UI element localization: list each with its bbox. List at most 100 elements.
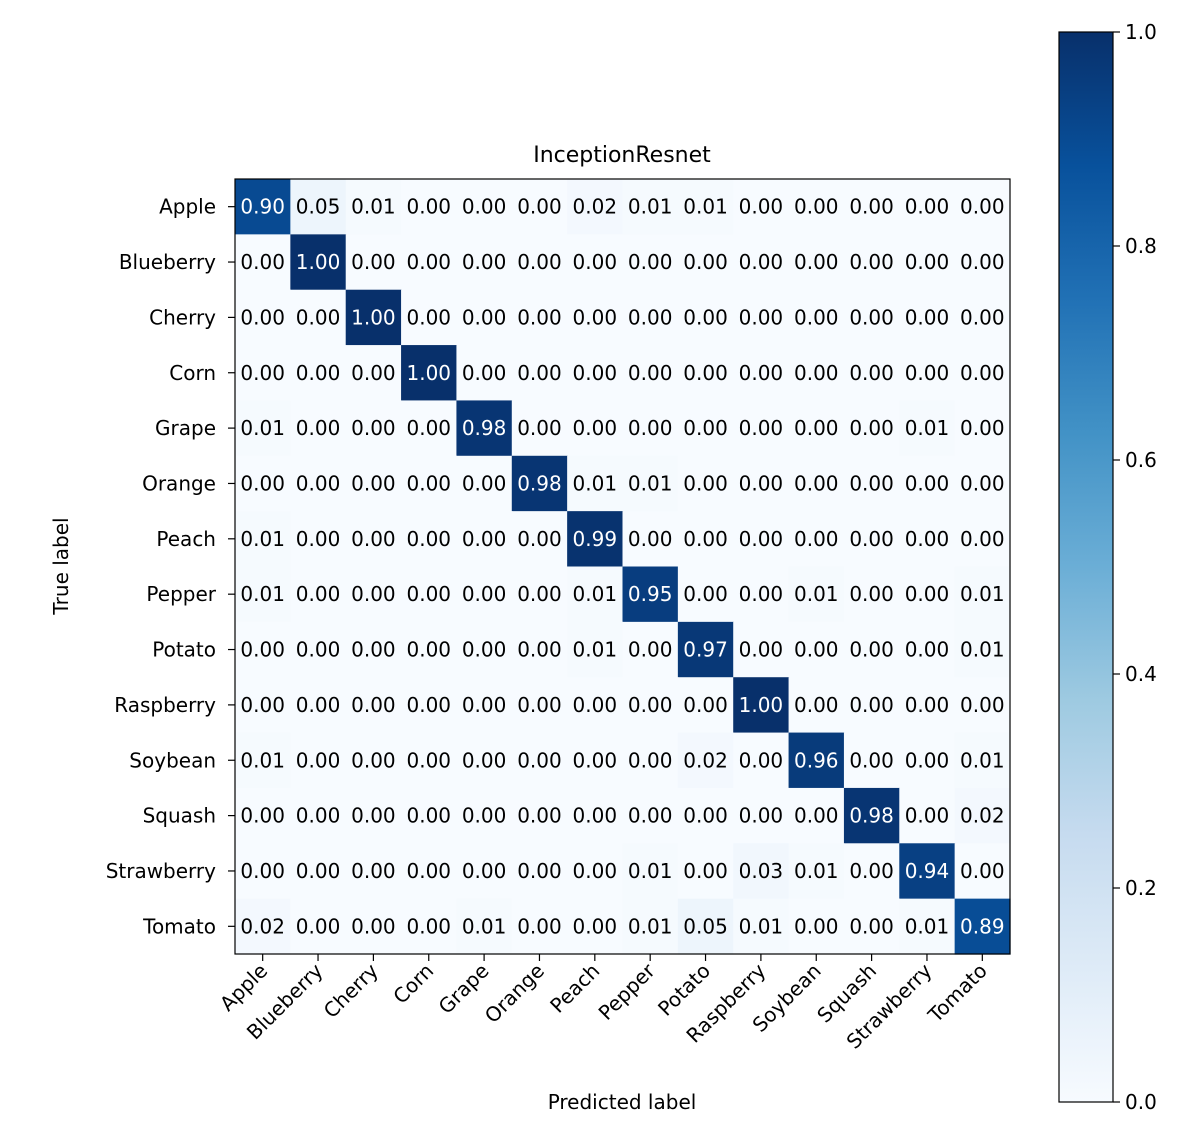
cell-value: 0.00 bbox=[240, 250, 285, 274]
cell-value: 0.00 bbox=[849, 361, 894, 385]
heatmap-cell bbox=[235, 289, 291, 346]
cell-value: 0.00 bbox=[960, 859, 1005, 883]
heatmap-cell bbox=[235, 732, 291, 789]
cell-value: 0.89 bbox=[960, 914, 1005, 938]
cell-value: 0.00 bbox=[351, 638, 396, 662]
heatmap-cell bbox=[290, 455, 347, 512]
cell-value: 0.00 bbox=[849, 471, 894, 495]
cell-value: 0.99 bbox=[573, 527, 618, 551]
cell-value: 0.00 bbox=[960, 527, 1005, 551]
cell-value: 0.01 bbox=[240, 748, 285, 772]
heatmap-cell bbox=[567, 677, 624, 734]
cell-value: 0.00 bbox=[406, 804, 451, 828]
cell-value: 0.00 bbox=[794, 693, 839, 717]
heatmap-cell bbox=[733, 566, 790, 623]
cell-value: 0.00 bbox=[240, 859, 285, 883]
cell-value: 0.01 bbox=[573, 471, 618, 495]
cell-value: 0.00 bbox=[462, 361, 507, 385]
cell-value: 0.00 bbox=[517, 416, 562, 440]
heatmap-cell bbox=[843, 787, 900, 844]
cell-value: 0.00 bbox=[240, 693, 285, 717]
heatmap-cell bbox=[954, 787, 1011, 844]
heatmap-cell bbox=[733, 179, 790, 235]
cell-value: 0.00 bbox=[296, 693, 341, 717]
cell-value: 0.00 bbox=[296, 638, 341, 662]
heatmap-cell bbox=[290, 566, 347, 623]
cell-value: 0.00 bbox=[517, 804, 562, 828]
y-tick-label: Tomato bbox=[142, 914, 216, 938]
heatmap-cell bbox=[677, 787, 734, 844]
cell-value: 0.00 bbox=[240, 638, 285, 662]
heatmap-cell bbox=[788, 787, 845, 844]
heatmap-cell bbox=[567, 566, 624, 623]
cell-value: 0.00 bbox=[794, 361, 839, 385]
heatmap-cell bbox=[954, 621, 1011, 678]
heatmap-cell bbox=[622, 345, 679, 402]
cell-value: 0.00 bbox=[517, 859, 562, 883]
heatmap-cell bbox=[899, 732, 956, 789]
colorbar-tick-label: 0.2 bbox=[1125, 876, 1157, 900]
heatmap-cell bbox=[401, 566, 458, 623]
heatmap-cell bbox=[235, 898, 291, 955]
y-tick-label: Grape bbox=[155, 416, 216, 440]
y-tick-label: Apple bbox=[159, 195, 216, 219]
heatmap-cell bbox=[235, 843, 291, 900]
heatmap-cell bbox=[235, 511, 291, 568]
cell-value: 0.00 bbox=[905, 195, 950, 219]
heatmap-cell bbox=[401, 345, 458, 402]
heatmap-cell bbox=[788, 289, 845, 346]
heatmap-cell bbox=[567, 400, 624, 457]
heatmap-cell bbox=[677, 234, 734, 291]
cell-value: 0.00 bbox=[573, 250, 618, 274]
cell-value: 0.00 bbox=[296, 804, 341, 828]
cell-value: 0.00 bbox=[794, 471, 839, 495]
cell-value: 0.00 bbox=[628, 527, 673, 551]
cell-value: 0.00 bbox=[628, 361, 673, 385]
heatmap-cell bbox=[954, 179, 1011, 235]
heatmap-cell bbox=[843, 179, 900, 235]
cell-value: 0.00 bbox=[628, 693, 673, 717]
cell-value: 0.00 bbox=[406, 416, 451, 440]
x-tick-label: Tomato bbox=[923, 959, 992, 1028]
cell-value: 0.00 bbox=[517, 638, 562, 662]
cell-value: 0.00 bbox=[849, 859, 894, 883]
heatmap-cell bbox=[622, 677, 679, 734]
cell-value: 0.00 bbox=[628, 638, 673, 662]
cell-value: 0.00 bbox=[628, 804, 673, 828]
heatmap-cell bbox=[899, 898, 956, 955]
cell-value: 0.00 bbox=[406, 582, 451, 606]
cell-value: 0.00 bbox=[406, 638, 451, 662]
cell-value: 0.00 bbox=[849, 195, 894, 219]
cell-value: 0.00 bbox=[462, 804, 507, 828]
cell-value: 0.00 bbox=[351, 471, 396, 495]
heatmap-cell bbox=[345, 400, 402, 457]
heatmap-cell bbox=[290, 400, 347, 457]
heatmap-cell bbox=[456, 621, 513, 678]
cell-value: 0.00 bbox=[739, 527, 784, 551]
cell-value: 0.01 bbox=[628, 471, 673, 495]
heatmap-cell bbox=[345, 179, 402, 235]
cell-value: 0.00 bbox=[683, 305, 728, 329]
heatmap-cell bbox=[843, 289, 900, 346]
cell-value: 0.01 bbox=[739, 914, 784, 938]
heatmap-cell bbox=[843, 843, 900, 900]
heatmap-cell bbox=[345, 289, 402, 346]
heatmap-cell bbox=[843, 677, 900, 734]
heatmap-cell bbox=[345, 732, 402, 789]
heatmap-cell bbox=[733, 787, 790, 844]
heatmap-cell bbox=[733, 511, 790, 568]
heatmap-cell bbox=[567, 621, 624, 678]
colorbar-tick-label: 0.6 bbox=[1125, 448, 1157, 472]
cell-value: 0.00 bbox=[517, 693, 562, 717]
cell-value: 0.00 bbox=[296, 748, 341, 772]
cell-value: 0.00 bbox=[683, 361, 728, 385]
cell-value-labels: 0.90 0.05 0.01 0.00 0.00 0.00 0.02 0.01 0.01 0.00… bbox=[240, 195, 1004, 939]
heatmap-cell bbox=[401, 400, 458, 457]
cell-value: 0.00 bbox=[849, 305, 894, 329]
cell-value: 0.02 bbox=[573, 195, 618, 219]
heatmap-cell bbox=[345, 234, 402, 291]
colorbar-tick-label: 1.0 bbox=[1125, 20, 1157, 44]
cell-value: 0.00 bbox=[351, 914, 396, 938]
heatmap-cell bbox=[511, 400, 568, 457]
heatmap-cell bbox=[456, 289, 513, 346]
